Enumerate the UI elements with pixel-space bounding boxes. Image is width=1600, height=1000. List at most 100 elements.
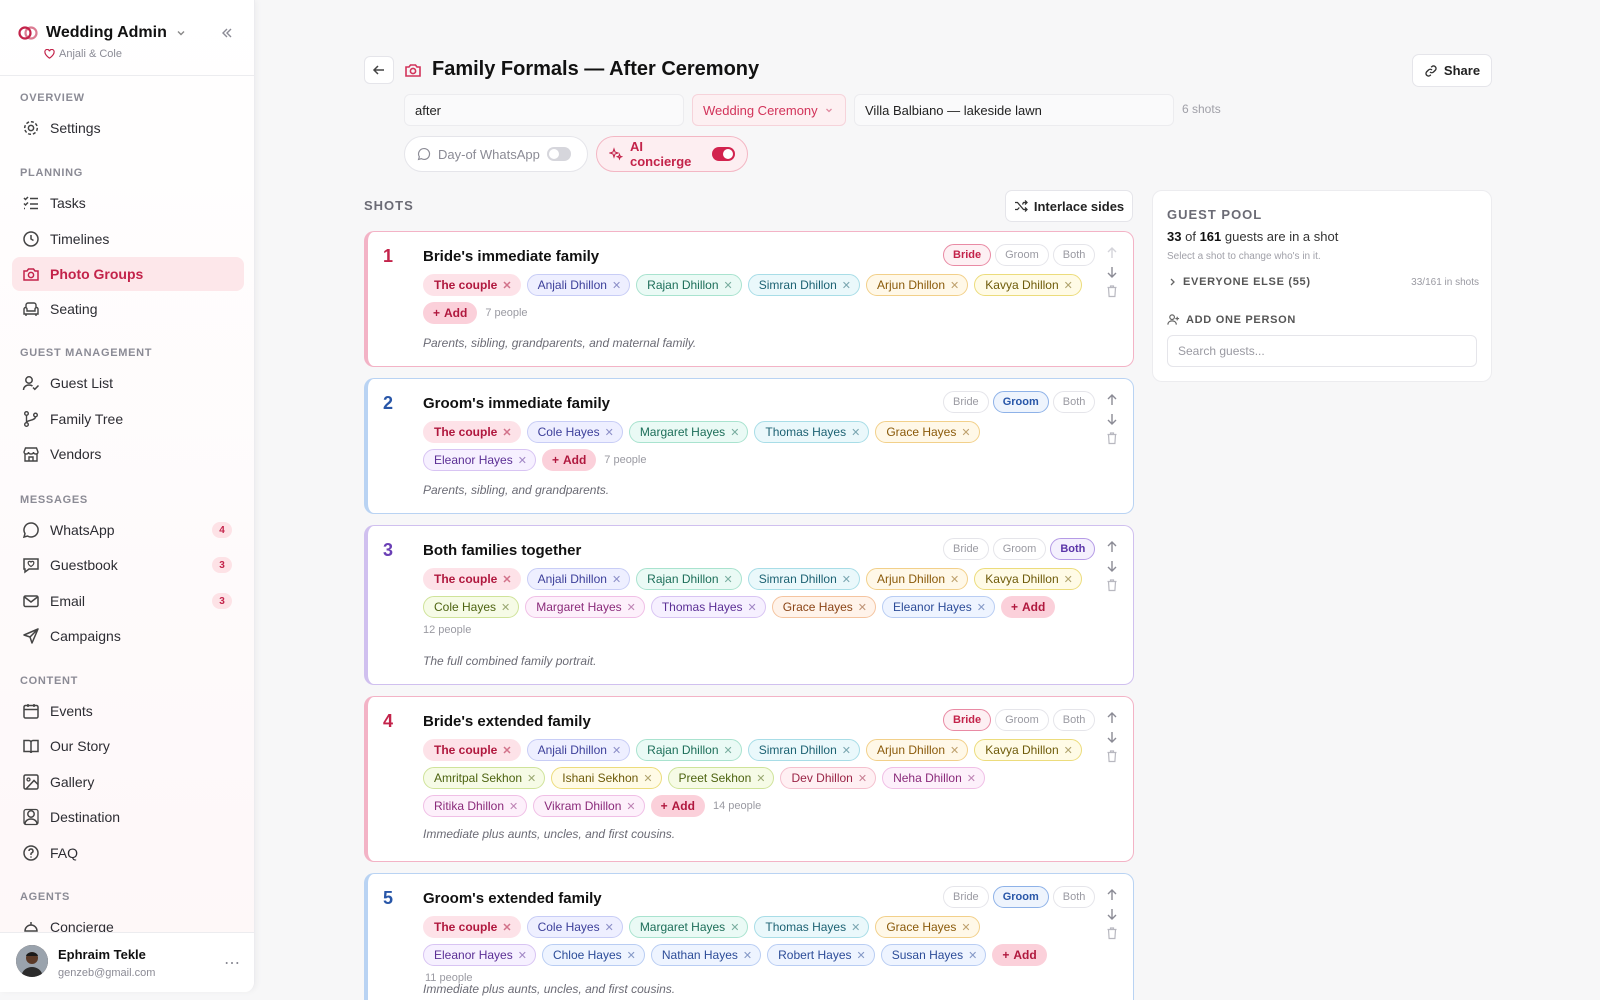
collapse-sidebar-icon[interactable]: [220, 26, 234, 40]
share-button[interactable]: Share: [1412, 54, 1492, 87]
app-switcher[interactable]: Wedding Admin: [18, 24, 187, 42]
arrow-up-icon[interactable]: [1106, 393, 1118, 407]
arrow-down-icon[interactable]: [1106, 730, 1118, 744]
arrow-up-icon[interactable]: [1106, 711, 1118, 725]
member-chip[interactable]: Simran Dhillon ✕: [747, 274, 860, 296]
remove-icon[interactable]: ✕: [1063, 573, 1073, 586]
member-chip[interactable]: Eleanor Hayes ✕: [423, 449, 536, 471]
remove-icon[interactable]: ✕: [723, 744, 733, 757]
trash-icon[interactable]: [1106, 431, 1118, 445]
side-bride-option[interactable]: Bride: [943, 244, 992, 266]
sidebar-item-whatsapp[interactable]: WhatsApp 4: [12, 513, 244, 547]
remove-icon[interactable]: ✕: [857, 772, 868, 785]
member-chip[interactable]: Kavya Dhillon ✕: [974, 568, 1082, 590]
remove-icon[interactable]: ✕: [851, 426, 861, 439]
remove-icon[interactable]: ✕: [501, 601, 511, 614]
shot-card[interactable]: 2 Groom's immediate family Bride Groom B…: [364, 378, 1134, 514]
remove-icon[interactable]: ✕: [841, 573, 851, 586]
remove-icon[interactable]: ✕: [723, 573, 733, 586]
remove-icon[interactable]: ✕: [756, 772, 766, 785]
shot-note[interactable]: Parents, sibling, and grandparents.: [423, 483, 610, 497]
sidebar-item-campaigns[interactable]: Campaigns: [12, 619, 244, 653]
sidebar-item-guestbook[interactable]: Guestbook 3: [12, 548, 244, 582]
member-chip[interactable]: The couple ✕: [423, 916, 521, 938]
member-chip[interactable]: Robert Hayes ✕: [767, 944, 875, 966]
side-both-option[interactable]: Both: [1052, 709, 1096, 731]
shot-note[interactable]: Immediate plus aunts, uncles, and first …: [423, 827, 676, 841]
shot-title[interactable]: Both families together: [423, 542, 582, 559]
member-chip[interactable]: Grace Hayes ✕: [875, 421, 980, 443]
remove-icon[interactable]: ✕: [1063, 744, 1073, 757]
remove-icon[interactable]: ✕: [502, 744, 512, 757]
member-chip[interactable]: Vikram Dhillon ✕: [533, 795, 645, 817]
trash-icon[interactable]: [1106, 578, 1118, 592]
sidebar-item-guest-list[interactable]: Guest List: [12, 366, 244, 400]
member-chip[interactable]: Cole Hayes ✕: [423, 596, 520, 618]
member-chip[interactable]: The couple ✕: [423, 739, 521, 761]
member-chip[interactable]: Eleanor Hayes ✕: [423, 944, 536, 966]
user-profile[interactable]: Ephraim Tekle genzeb@gmail.com ⋯: [0, 932, 254, 992]
ai-concierge-toggle[interactable]: AI concierge: [596, 136, 748, 172]
remove-icon[interactable]: ✕: [502, 921, 512, 934]
member-chip[interactable]: Arjun Dhillon ✕: [866, 568, 969, 590]
member-chip[interactable]: The couple ✕: [423, 421, 521, 443]
member-chip[interactable]: Thomas Hayes ✕: [754, 916, 870, 938]
remove-icon[interactable]: ✕: [841, 744, 851, 757]
sidebar-item-gallery[interactable]: Gallery: [12, 765, 244, 799]
everyone-else-toggle[interactable]: EVERYONE ELSE (55) 33/161 in shots: [1167, 276, 1479, 288]
add-member-button[interactable]: + Add: [650, 795, 705, 817]
shot-note[interactable]: The full combined family portrait.: [423, 654, 597, 668]
whatsapp-toggle[interactable]: Day-of WhatsApp: [404, 136, 588, 172]
side-both-option[interactable]: Both: [1052, 391, 1096, 413]
side-both-option[interactable]: Both: [1052, 244, 1096, 266]
remove-icon[interactable]: ✕: [517, 454, 527, 467]
shot-title[interactable]: Groom's extended family: [423, 890, 602, 907]
remove-icon[interactable]: ✕: [604, 426, 614, 439]
arrow-down-icon[interactable]: [1106, 265, 1118, 279]
add-member-button[interactable]: + Add: [1000, 596, 1056, 618]
remove-icon[interactable]: ✕: [966, 772, 976, 785]
member-chip[interactable]: Nathan Hayes ✕: [650, 944, 762, 966]
side-groom-option[interactable]: Groom: [995, 244, 1049, 266]
remove-icon[interactable]: ✕: [730, 426, 740, 439]
member-chip[interactable]: Grace Hayes ✕: [771, 596, 877, 618]
timing-input[interactable]: after: [404, 94, 684, 126]
side-groom-option[interactable]: Groom: [992, 391, 1049, 413]
sidebar-item-seating[interactable]: Seating: [12, 292, 244, 326]
remove-icon[interactable]: ✕: [517, 949, 527, 962]
trash-icon[interactable]: [1106, 284, 1118, 298]
arrow-down-icon[interactable]: [1106, 907, 1118, 921]
member-chip[interactable]: Anjali Dhillon ✕: [526, 274, 631, 296]
member-chip[interactable]: Susan Hayes ✕: [880, 944, 987, 966]
remove-icon[interactable]: ✕: [723, 279, 733, 292]
member-chip[interactable]: Margaret Hayes ✕: [525, 596, 645, 618]
trash-icon[interactable]: [1106, 749, 1118, 763]
sidebar-item-vendors[interactable]: Vendors: [12, 437, 244, 471]
remove-icon[interactable]: ✕: [643, 772, 653, 785]
side-groom-option[interactable]: Groom: [992, 886, 1049, 908]
remove-icon[interactable]: ✕: [961, 426, 971, 439]
remove-icon[interactable]: ✕: [611, 744, 622, 757]
member-chip[interactable]: Thomas Hayes ✕: [650, 596, 766, 618]
remove-icon[interactable]: ✕: [747, 601, 757, 614]
arrow-down-icon[interactable]: [1106, 412, 1118, 426]
shot-note[interactable]: Immediate plus aunts, uncles, and first …: [423, 982, 676, 996]
side-groom-option[interactable]: Groom: [992, 538, 1047, 560]
remove-icon[interactable]: ✕: [742, 949, 753, 962]
remove-icon[interactable]: ✕: [611, 573, 622, 586]
member-chip[interactable]: Margaret Hayes ✕: [628, 916, 749, 938]
side-groom-option[interactable]: Groom: [995, 709, 1049, 731]
remove-icon[interactable]: ✕: [604, 921, 614, 934]
member-chip[interactable]: Cole Hayes ✕: [526, 916, 623, 938]
member-chip[interactable]: Kavya Dhillon ✕: [974, 739, 1082, 761]
shot-card[interactable]: 5 Groom's extended family Bride Groom Bo…: [364, 873, 1134, 1000]
remove-icon[interactable]: ✕: [851, 921, 861, 934]
member-chip[interactable]: Anjali Dhillon ✕: [526, 739, 631, 761]
member-chip[interactable]: Anjali Dhillon ✕: [526, 568, 631, 590]
event-select[interactable]: Wedding Ceremony: [692, 94, 846, 126]
add-member-button[interactable]: + Add: [992, 944, 1047, 966]
shot-card[interactable]: 3 Both families together Bride Groom Bot…: [364, 525, 1134, 685]
sidebar-item-faq[interactable]: FAQ: [12, 836, 244, 870]
remove-icon[interactable]: ✕: [976, 601, 986, 614]
shot-title[interactable]: Groom's immediate family: [423, 395, 610, 412]
